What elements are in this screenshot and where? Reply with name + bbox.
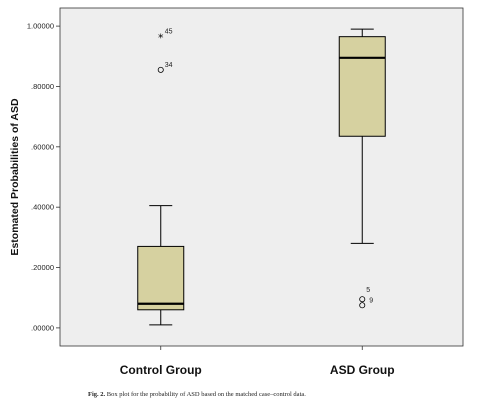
y-tick-label: .40000 — [31, 203, 54, 212]
x-category-label: Control Group — [120, 363, 202, 377]
y-tick-label: .20000 — [31, 263, 54, 272]
y-axis: .00000 .20000 .40000 .60000 .80000 1.00000 — [27, 22, 60, 332]
y-tick-label: .60000 — [31, 142, 54, 151]
caption-label: Fig. 2. — [88, 391, 106, 398]
box-group: 59 — [338, 28, 386, 309]
plot-area — [59, 7, 464, 347]
outlier-point — [359, 302, 366, 309]
x-axis: Control Group ASD Group — [120, 346, 395, 377]
x-category-label: ASD Group — [330, 363, 395, 377]
iqr-box — [338, 36, 386, 137]
y-tick-label: 1.00000 — [27, 22, 54, 31]
outlier-label: 9 — [369, 297, 373, 304]
figure-caption: Fig. 2. Box plot for the probability of … — [88, 391, 306, 398]
y-tick-label: .80000 — [31, 82, 54, 91]
outlier-label: 5 — [366, 287, 370, 294]
iqr-box — [137, 245, 185, 311]
outlier-point — [359, 296, 366, 303]
outlier-label: 45 — [165, 29, 173, 36]
y-axis-title: Estomated Probabilities of ASD — [9, 98, 21, 256]
outlier-star-point: * — [158, 32, 164, 45]
box-plot-chart: .00000 .20000 .40000 .60000 .80000 1.00000 34… — [9, 7, 464, 377]
box-group: 34 * 45 — [137, 29, 185, 326]
outlier-label: 34 — [165, 62, 173, 69]
caption-text: Box plot for the probability of ASD base… — [106, 391, 306, 398]
y-tick-label: .00000 — [31, 323, 54, 332]
outlier-point — [157, 66, 164, 73]
